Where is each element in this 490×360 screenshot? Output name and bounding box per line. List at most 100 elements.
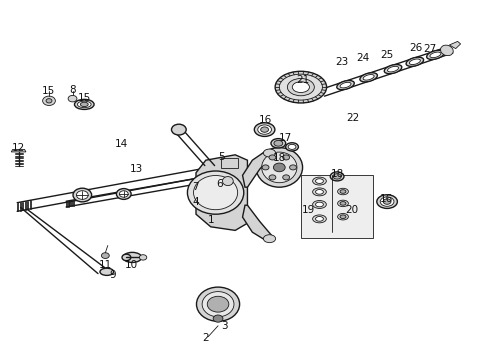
Text: 12: 12 — [12, 143, 25, 153]
Ellipse shape — [73, 188, 92, 202]
Circle shape — [269, 175, 276, 180]
Ellipse shape — [316, 179, 323, 184]
Ellipse shape — [338, 188, 348, 195]
Ellipse shape — [261, 127, 269, 132]
Circle shape — [290, 165, 296, 170]
Text: 18: 18 — [272, 153, 286, 163]
Ellipse shape — [377, 195, 397, 208]
Circle shape — [262, 165, 269, 170]
Circle shape — [101, 253, 109, 258]
Ellipse shape — [172, 124, 186, 135]
Bar — [301, 175, 373, 238]
Ellipse shape — [274, 140, 283, 146]
Ellipse shape — [409, 59, 420, 64]
Ellipse shape — [340, 202, 346, 205]
Text: 16: 16 — [379, 194, 393, 204]
Text: 14: 14 — [115, 139, 128, 149]
Text: 17: 17 — [278, 132, 292, 143]
Text: 25: 25 — [380, 50, 394, 60]
Polygon shape — [449, 41, 461, 49]
Ellipse shape — [388, 66, 398, 72]
Text: 15: 15 — [77, 93, 91, 103]
Circle shape — [273, 163, 285, 172]
Ellipse shape — [313, 177, 326, 185]
Ellipse shape — [117, 189, 131, 199]
Ellipse shape — [313, 188, 326, 196]
Circle shape — [213, 315, 223, 322]
Circle shape — [283, 175, 290, 180]
Ellipse shape — [264, 235, 275, 243]
Ellipse shape — [316, 189, 323, 194]
Ellipse shape — [340, 190, 346, 193]
Ellipse shape — [262, 152, 297, 183]
Ellipse shape — [80, 102, 88, 107]
Ellipse shape — [427, 50, 444, 59]
Text: 27: 27 — [423, 44, 437, 54]
Ellipse shape — [337, 81, 354, 90]
Ellipse shape — [406, 57, 424, 66]
Ellipse shape — [441, 45, 453, 56]
Text: 7: 7 — [192, 182, 198, 192]
Ellipse shape — [256, 148, 302, 187]
Ellipse shape — [258, 125, 271, 134]
Ellipse shape — [383, 199, 391, 204]
Text: 21: 21 — [296, 75, 310, 85]
Ellipse shape — [330, 172, 344, 181]
Circle shape — [283, 155, 290, 160]
Text: 15: 15 — [41, 86, 55, 96]
Text: 6: 6 — [216, 179, 223, 189]
Bar — [220, 158, 238, 168]
Text: 18: 18 — [330, 168, 344, 179]
Ellipse shape — [264, 149, 275, 157]
Ellipse shape — [313, 215, 326, 223]
Polygon shape — [196, 155, 247, 230]
Circle shape — [68, 95, 77, 102]
Text: 22: 22 — [346, 113, 360, 123]
Ellipse shape — [363, 75, 374, 80]
Text: 24: 24 — [356, 53, 369, 63]
Ellipse shape — [222, 177, 233, 186]
Circle shape — [46, 99, 52, 103]
Text: 19: 19 — [302, 204, 316, 215]
Circle shape — [43, 96, 55, 105]
Text: 26: 26 — [409, 42, 422, 53]
Ellipse shape — [271, 139, 286, 148]
Text: 16: 16 — [259, 114, 272, 125]
Ellipse shape — [338, 200, 348, 207]
Ellipse shape — [76, 191, 88, 199]
Text: 2: 2 — [202, 333, 209, 343]
Text: 5: 5 — [219, 152, 225, 162]
Circle shape — [269, 155, 276, 160]
Text: 11: 11 — [98, 260, 112, 270]
Ellipse shape — [254, 123, 275, 136]
Ellipse shape — [316, 202, 323, 207]
Text: 1: 1 — [207, 215, 214, 225]
Ellipse shape — [360, 73, 377, 82]
Polygon shape — [11, 149, 26, 152]
Text: 3: 3 — [221, 321, 228, 331]
Ellipse shape — [194, 175, 238, 210]
Ellipse shape — [100, 268, 114, 275]
Ellipse shape — [77, 101, 91, 108]
Ellipse shape — [139, 255, 147, 260]
Ellipse shape — [187, 171, 244, 214]
Ellipse shape — [275, 71, 326, 103]
Circle shape — [207, 296, 229, 312]
Ellipse shape — [313, 201, 326, 208]
Text: 8: 8 — [69, 85, 76, 95]
Ellipse shape — [123, 252, 142, 262]
Ellipse shape — [338, 213, 348, 220]
Ellipse shape — [122, 254, 131, 261]
Ellipse shape — [316, 216, 323, 221]
Ellipse shape — [333, 174, 342, 179]
Ellipse shape — [120, 191, 128, 197]
Ellipse shape — [340, 82, 351, 88]
Ellipse shape — [202, 292, 234, 317]
Polygon shape — [243, 150, 272, 187]
Ellipse shape — [287, 78, 315, 96]
Text: 4: 4 — [193, 197, 199, 207]
Ellipse shape — [380, 197, 394, 206]
Ellipse shape — [340, 215, 346, 219]
Ellipse shape — [288, 144, 296, 149]
Text: 9: 9 — [109, 270, 116, 280]
